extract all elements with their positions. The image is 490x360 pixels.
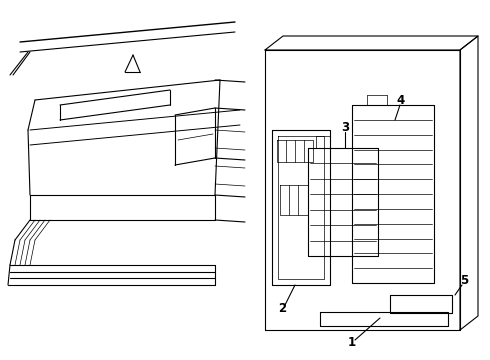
Text: 5: 5 [460,274,468,288]
Text: 1: 1 [348,337,356,350]
Text: 4: 4 [397,94,405,107]
Text: 2: 2 [278,302,286,315]
Text: 3: 3 [341,121,349,134]
